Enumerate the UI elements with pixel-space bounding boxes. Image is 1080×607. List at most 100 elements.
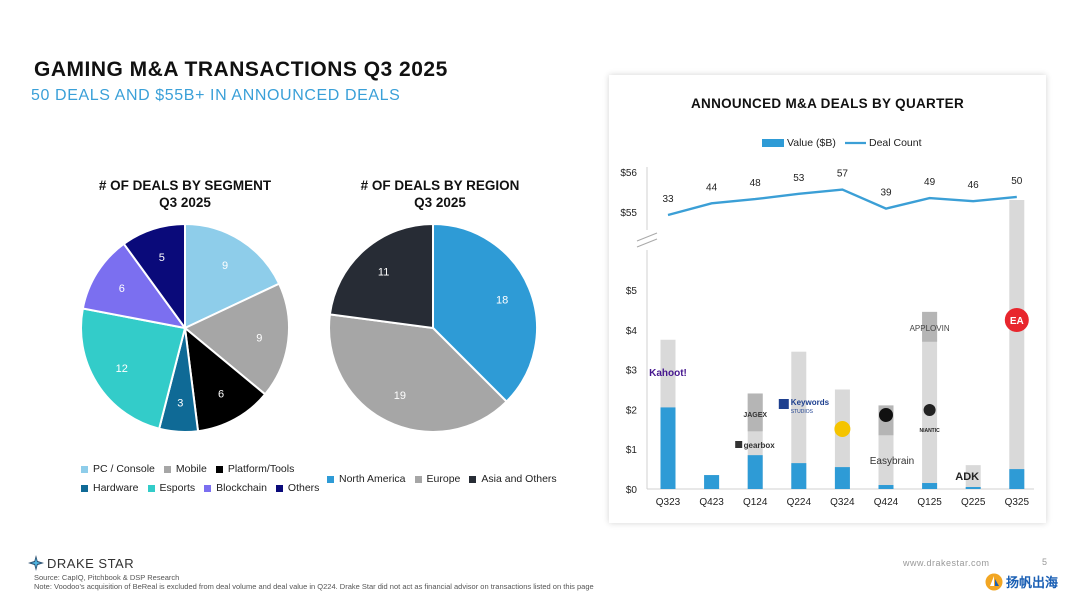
page-number: 5 — [1042, 557, 1048, 567]
legend-item-europe: Europe — [414, 473, 461, 485]
drake-star-logo: DRAKE STAR — [28, 555, 134, 571]
segment-legend: PC / Console Mobile Platform/Tools Hardware… — [81, 463, 328, 501]
y-tick-label: $56 — [620, 168, 637, 179]
region-pie-title-line2: Q3 2025 — [414, 195, 466, 210]
bar-total-Q324 — [834, 389, 850, 489]
pie-value-label: 12 — [116, 363, 128, 375]
legend-item-blockchain: Blockchain — [204, 482, 267, 494]
axis-break-mark — [636, 238, 658, 248]
deal-count-label: 46 — [968, 180, 980, 191]
website-link[interactable]: www.drakestar.com — [903, 558, 990, 568]
y-tick-label: $3 — [626, 366, 638, 377]
y-tick-label: $2 — [626, 405, 638, 416]
pie-slice-north-america — [432, 222, 538, 403]
legend-swatch — [81, 465, 88, 473]
bar-disclosed-Q224 — [791, 463, 807, 489]
supercell-icon — [834, 421, 851, 437]
adk-logo: ADK — [955, 471, 979, 483]
segment-pie-chart: 9 9 6 3 12 6 5 — [80, 222, 290, 433]
x-tick-label: Q325 — [1005, 497, 1030, 508]
x-tick-label: Q124 — [743, 497, 768, 508]
legend-item-others: Others — [275, 482, 320, 494]
x-tick-label: Q224 — [787, 497, 812, 508]
axis-break-mark — [636, 232, 658, 242]
deal-count-label: 39 — [880, 188, 892, 199]
legend-swatch — [147, 484, 155, 492]
legend-row: PC / Console Mobile Platform/Tools — [81, 463, 328, 475]
deal-count-label: 49 — [924, 177, 936, 188]
legend-item-mobile: Mobile — [163, 463, 207, 475]
source-note: Source: CapIQ, Pitchbook & DSP Research — [34, 573, 180, 582]
y-tick-label: $5 — [626, 286, 638, 297]
x-tick-label: Q323 — [656, 497, 681, 508]
x-tick-label: Q424 — [874, 497, 899, 508]
pie-value-label: 9 — [222, 260, 228, 272]
y-tick-label: $4 — [626, 326, 638, 337]
legend-item-asia-and-others: Asia and Others — [469, 473, 557, 485]
quarterly-deals-panel: ANNOUNCED M&A DEALS BY QUARTER Value ($B… — [609, 75, 1046, 523]
legend-item-platform-tools: Platform/Tools — [215, 463, 294, 475]
legend-label: North America — [339, 473, 406, 485]
legend-label: PC / Console — [93, 463, 155, 475]
brand-name: DRAKE STAR — [47, 555, 135, 571]
ea-logo-icon — [1004, 308, 1029, 332]
legend-count-label: Deal Count — [869, 137, 922, 149]
gearbox-logo: gearbox — [744, 441, 776, 450]
exclusion-note: Note: Voodoo's acquisition of BeReal is … — [34, 582, 594, 591]
legend-label: Europe — [426, 473, 461, 485]
bar-highlight-Q124 — [747, 393, 763, 432]
pie-slice-asia-and-others — [328, 222, 434, 330]
legend-label: Others — [287, 482, 320, 494]
legend-label: Asia and Others — [481, 473, 557, 485]
bar-total-Q325 — [1009, 200, 1025, 489]
bar-disclosed-Q325 — [1009, 469, 1025, 489]
deal-count-label: 48 — [750, 178, 762, 189]
bar-total-Q224 — [791, 351, 807, 489]
x-tick-label: Q125 — [917, 497, 942, 508]
legend-item-hardware: Hardware — [81, 482, 139, 494]
x-tick-label: Q225 — [961, 497, 986, 508]
pie-slice-europe — [328, 313, 508, 433]
legend-item-esports: Esports — [147, 482, 195, 494]
legend-label: Hardware — [93, 482, 139, 494]
ea-logo: EA — [1010, 316, 1024, 327]
region-legend: North America Europe Asia and Others — [327, 473, 566, 492]
pie-value-label: 19 — [394, 390, 406, 402]
deal-count-label: 53 — [793, 173, 805, 184]
deal-count-line — [667, 188, 1017, 217]
jagex-logo: JAGEX — [743, 412, 767, 419]
pie-value-label: 6 — [119, 283, 125, 295]
bar-disclosed-Q423 — [704, 475, 720, 489]
pie-value-label: 3 — [177, 398, 183, 410]
legend-swatch — [215, 465, 223, 473]
bar-disclosed-Q124 — [747, 455, 763, 489]
deal-count-label: 33 — [662, 194, 674, 205]
legend-label: Blockchain — [216, 482, 267, 494]
bar-highlight-Q125 — [922, 311, 938, 342]
pie-slice-blockchain — [81, 242, 188, 330]
keywords-icon — [778, 399, 789, 409]
deal-count-label: 44 — [706, 182, 718, 193]
y-tick-label: $0 — [626, 485, 638, 496]
legend-label: Mobile — [175, 463, 207, 475]
legend-item-north-america: North America — [327, 473, 406, 485]
gearbox-icon — [735, 441, 743, 448]
y-tick-label: $1 — [626, 445, 638, 456]
legend-swatch — [81, 484, 88, 492]
legend-row: North America Europe Asia and Others — [327, 473, 566, 485]
x-tick-label: Q324 — [830, 497, 855, 508]
legend-swatch — [327, 475, 334, 483]
deal-count-label: 50 — [1011, 176, 1023, 187]
segment-pie-title-line1: # OF DEALS BY SEGMENT — [98, 178, 272, 193]
legend-value-label: Value ($B) — [787, 137, 836, 149]
page-title: GAMING M&A TRANSACTIONS Q3 2025 — [34, 58, 448, 81]
segment-pie-title: # OF DEALS BY SEGMENT Q3 2025 — [85, 177, 285, 211]
legend-swatch — [204, 484, 212, 492]
bar-disclosed-Q324 — [834, 467, 850, 489]
pie-slice-esports — [80, 307, 187, 430]
kahoot-logo: Kahoot! — [649, 368, 687, 379]
bar-disclosed-Q424 — [878, 485, 894, 489]
pie-slice-pc-console — [184, 222, 281, 330]
x-tick-label: Q423 — [699, 497, 724, 508]
pie-slice-platform-tools — [183, 325, 267, 433]
